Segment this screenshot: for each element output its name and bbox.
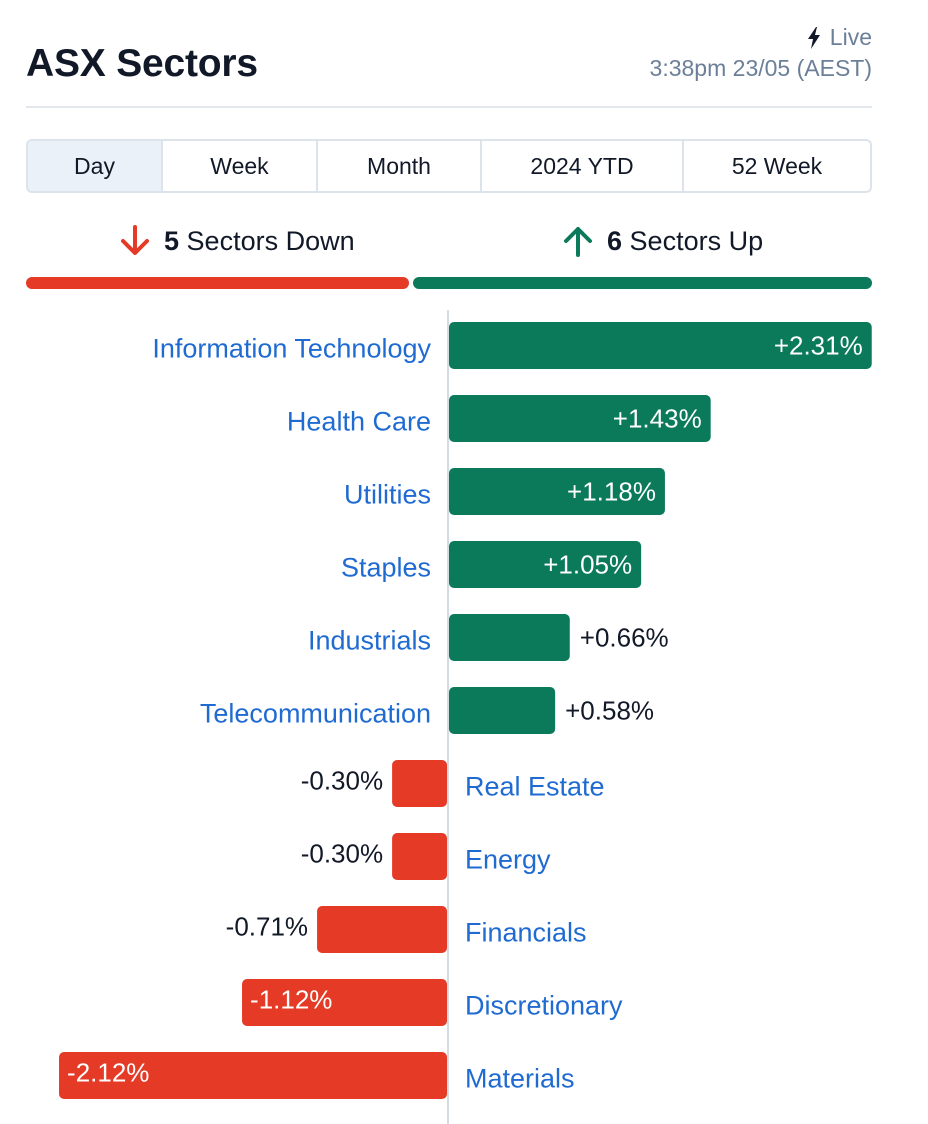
sectors-up-text: Sectors Up	[629, 225, 764, 256]
category-label[interactable]: Discretionary	[465, 991, 623, 1021]
sectors-up-count: 6	[607, 225, 623, 256]
sectors-up-ratio-bar	[412, 277, 872, 289]
tab-52-week[interactable]: 52 Week	[731, 152, 823, 179]
sectors-down-ratio-bar	[26, 277, 409, 289]
category-label[interactable]: Information Technology	[152, 334, 431, 364]
period-tabs: Day Week Month 2024 YTD 52 Week	[26, 139, 872, 193]
bar-5	[449, 687, 556, 734]
bar-10	[59, 1052, 447, 1099]
value-label: +1.18%	[567, 477, 656, 507]
timestamp: 3:38pm 23/05 (AEST)	[649, 55, 872, 81]
category-label[interactable]: Utilities	[344, 480, 431, 510]
live-indicator: Live	[806, 24, 872, 51]
category-label[interactable]: Energy	[465, 845, 551, 875]
category-label[interactable]: Financials	[465, 918, 587, 948]
header: ASX Sectors Live 3:38pm 23/05 (AEST)	[26, 22, 872, 108]
value-label: +1.05%	[543, 550, 632, 580]
value-label: +2.31%	[774, 331, 863, 361]
lightning-bolt-icon	[807, 26, 820, 49]
bar-3	[449, 541, 642, 588]
live-label: Live	[829, 24, 872, 50]
value-label: +0.58%	[565, 696, 654, 726]
bar-0	[449, 322, 872, 369]
bar-6	[392, 760, 447, 807]
tab-day[interactable]: Day	[28, 141, 163, 191]
sector-bar-chart: Information Technology +2.31% Health Care +…	[59, 310, 872, 1124]
bar-4	[449, 614, 570, 661]
bar-9	[242, 979, 447, 1026]
value-label: -2.12%	[67, 1058, 149, 1088]
tab-2024-ytd[interactable]: 2024 YTD	[482, 141, 684, 191]
value-label: +1.43%	[613, 404, 702, 434]
arrow-up-icon	[564, 227, 592, 257]
category-label[interactable]: Health Care	[287, 407, 431, 437]
value-label: -1.12%	[250, 985, 332, 1015]
arrow-down-icon	[121, 225, 149, 255]
page-title: ASX Sectors	[26, 42, 258, 85]
category-label[interactable]: Industrials	[308, 626, 431, 656]
tab-month[interactable]: Month	[318, 141, 482, 191]
sectors-down-summary: 5 Sectors Down	[118, 224, 355, 258]
bar-2	[449, 468, 665, 515]
bar-8	[317, 906, 447, 953]
sectors-up-summary: 6 Sectors Up	[561, 224, 763, 258]
tab-week[interactable]: Week	[163, 141, 318, 191]
value-label: +0.66%	[580, 623, 669, 653]
value-label: -0.30%	[301, 839, 383, 869]
category-label[interactable]: Real Estate	[465, 772, 605, 802]
bar-7	[392, 833, 447, 880]
category-label[interactable]: Materials	[465, 1064, 575, 1094]
bar-1	[449, 395, 711, 442]
category-label[interactable]: Staples	[341, 553, 431, 583]
value-label: -0.71%	[226, 912, 308, 942]
value-label: -0.30%	[301, 766, 383, 796]
sectors-down-count: 5	[164, 225, 180, 256]
category-label[interactable]: Telecommunication	[200, 699, 431, 729]
sectors-down-text: Sectors Down	[186, 225, 355, 256]
